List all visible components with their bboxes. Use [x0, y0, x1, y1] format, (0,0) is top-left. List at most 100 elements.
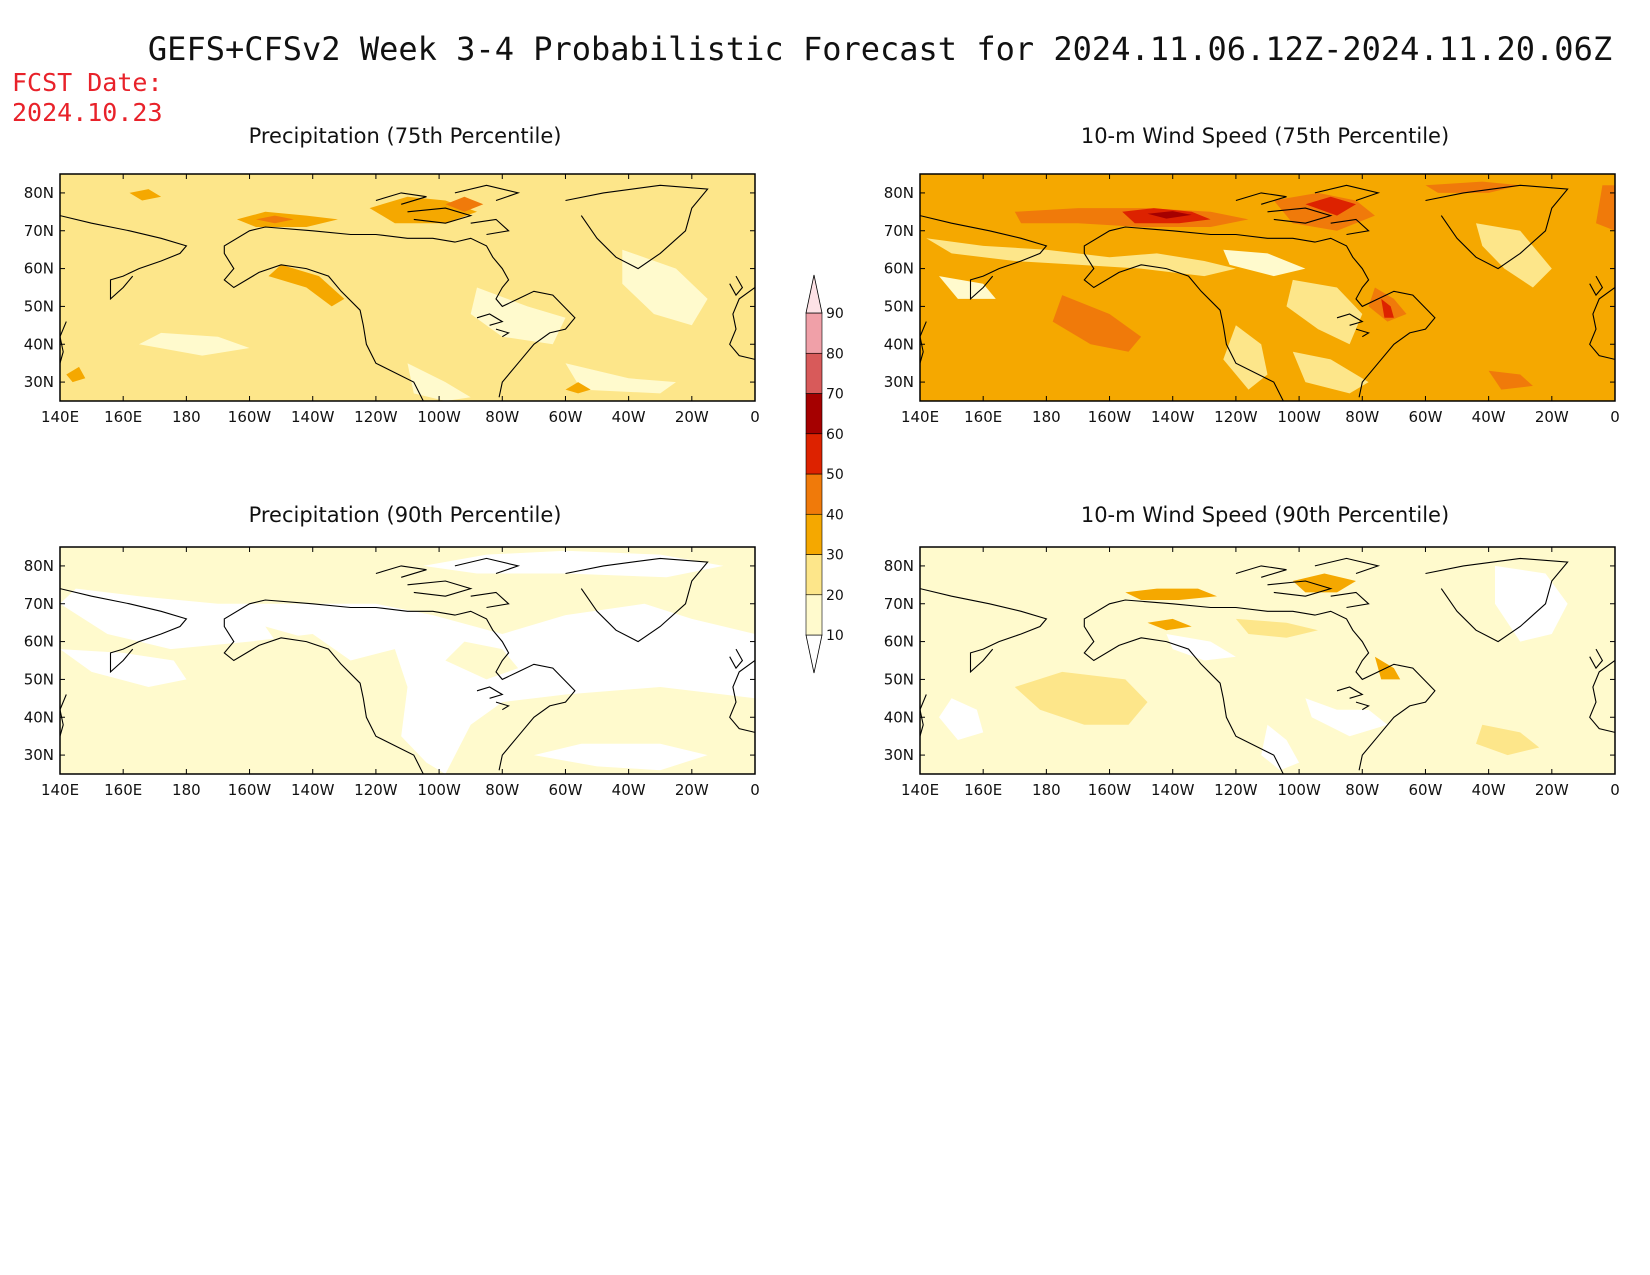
lon-tick-label: 0: [750, 408, 760, 426]
probability-region: [1488, 370, 1533, 390]
lon-tick-label: 160W: [1088, 408, 1132, 426]
lon-tick-label: 80W: [485, 781, 519, 799]
lon-tick-label: 140W: [1151, 781, 1195, 799]
lat-tick-label: 30N: [884, 746, 914, 764]
probability-region: [1223, 249, 1306, 277]
lat-tick-label: 70N: [884, 595, 914, 613]
lat-tick-label: 80N: [884, 184, 914, 202]
lon-tick-label: 20W: [1535, 408, 1569, 426]
panel-title-wind-90: 10-m Wind Speed (90th Percentile): [1080, 503, 1450, 527]
lon-tick-label: 40W: [612, 781, 646, 799]
coastline: [407, 580, 473, 597]
lon-tick-label: 100W: [1277, 408, 1321, 426]
lon-tick-label: 60W: [1408, 781, 1442, 799]
probability-region: [268, 264, 345, 307]
lat-tick-label: 60N: [24, 260, 54, 278]
probability-region: [1292, 573, 1356, 593]
colorbar-label: 80: [826, 346, 844, 362]
lat-tick-label: 70N: [24, 595, 54, 613]
coastline: [60, 215, 188, 301]
lon-tick-label: 0: [1610, 408, 1620, 426]
lon-tick-label: 180: [172, 408, 201, 426]
colorbar-segment: [805, 352, 823, 394]
probability-region: [1147, 618, 1192, 631]
colorbar-segment: [805, 312, 823, 354]
coastline: [1330, 591, 1370, 609]
probability-region: [565, 382, 591, 394]
probability-region: [265, 626, 345, 665]
coastline: [223, 599, 576, 774]
panel-title-precip-90: Precipitation (90th Percentile): [248, 503, 562, 527]
colorbar-label: 60: [826, 427, 844, 443]
coastline: [476, 686, 504, 699]
coastline: [1355, 701, 1370, 711]
coastline: [1425, 557, 1569, 643]
coastline: [1314, 557, 1381, 575]
probability-region: [423, 550, 724, 578]
lon-tick-label: 40W: [612, 408, 646, 426]
fcst-date-value: 2024.10.23: [12, 98, 163, 127]
map-panel-precip-75: 140E 160E 180 160W 140W 120W 100W 80W 60W 40W 20W 0…: [24, 173, 760, 426]
coastline: [729, 648, 744, 670]
lon-tick-label: 140W: [291, 408, 335, 426]
coastline: [1589, 287, 1615, 360]
lon-tick-label: 100W: [417, 781, 461, 799]
coastline: [495, 701, 510, 711]
coastline: [454, 184, 521, 202]
lat-tick-label: 30N: [24, 373, 54, 391]
colorbar-segment: [805, 513, 823, 555]
colorbar-label: 30: [826, 548, 844, 564]
map-panel-wind-75: 140E 160E 180 160W 140W 120W 100W 80W 60W 40W 20W 0…: [884, 173, 1620, 426]
probability-region: [533, 743, 708, 771]
lat-tick-label: 40N: [884, 335, 914, 353]
colorbar-label: 10: [826, 628, 844, 644]
probability-region: [939, 698, 984, 740]
colorbar-extension-high: [805, 274, 823, 314]
colorbar-label: 90: [826, 306, 844, 322]
coastline: [1330, 218, 1370, 236]
coastline: [1589, 275, 1604, 297]
lon-tick-label: 140E: [41, 781, 79, 799]
lon-tick-label: 20W: [675, 781, 709, 799]
lon-tick-label: 40W: [1472, 781, 1506, 799]
coastline: [1083, 599, 1436, 774]
map-frame: [919, 173, 1616, 402]
coastline: [1267, 580, 1333, 597]
lon-tick-label: 0: [750, 781, 760, 799]
probability-region: [1374, 656, 1401, 680]
lon-tick-label: 140E: [901, 781, 939, 799]
lon-tick-label: 160E: [104, 781, 142, 799]
coastline: [920, 588, 1048, 674]
colorbar-label: 50: [826, 467, 844, 483]
coastline: [1235, 565, 1287, 578]
lon-tick-label: 160E: [104, 408, 142, 426]
lat-tick-label: 60N: [884, 633, 914, 651]
lat-tick-label: 40N: [24, 708, 54, 726]
map-frame: [919, 546, 1616, 775]
colorbar-segment: [805, 473, 823, 515]
lon-tick-label: 20W: [675, 408, 709, 426]
lon-tick-label: 140E: [41, 408, 79, 426]
coastline: [729, 287, 755, 360]
map-panel-precip-90: 140E 160E 180 160W 140W 120W 100W 80W 60W 40W 20W 0…: [24, 546, 760, 799]
coastline: [470, 218, 510, 236]
probability-region: [1166, 634, 1236, 661]
coastline: [1267, 207, 1333, 224]
lon-tick-label: 160E: [964, 781, 1002, 799]
probability-region: [66, 366, 86, 383]
lat-tick-label: 50N: [24, 670, 54, 688]
lat-tick-label: 80N: [24, 557, 54, 575]
probability-region: [1125, 588, 1217, 600]
probability-region: [445, 641, 519, 680]
lat-tick-label: 80N: [24, 184, 54, 202]
coastline: [1083, 226, 1436, 401]
figure-title: GEFS+CFSv2 Week 3-4 Probabilistic Foreca…: [147, 30, 1613, 68]
colorbar: 10 20 30 40 50 60 70 80 90: [805, 274, 844, 674]
lon-tick-label: 80W: [1345, 781, 1379, 799]
lon-tick-label: 160W: [228, 408, 272, 426]
coastline: [1589, 660, 1615, 733]
lat-tick-label: 50N: [884, 297, 914, 315]
coastline: [60, 588, 188, 674]
lon-tick-label: 80W: [485, 408, 519, 426]
